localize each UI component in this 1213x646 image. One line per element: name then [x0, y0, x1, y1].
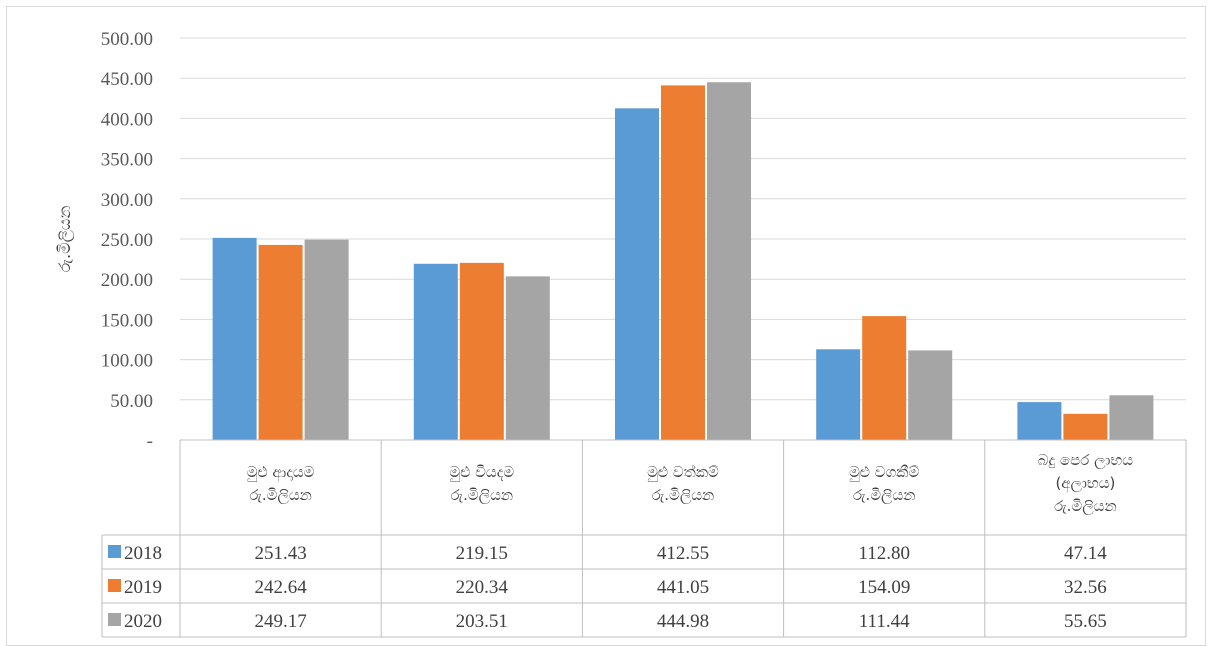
data-label-2018-cat-4: 47.14	[1064, 543, 1107, 564]
data-label-2020-cat-2: 444.98	[657, 611, 709, 632]
legend-key-2018	[108, 545, 121, 558]
data-label-2020-cat-4: 55.65	[1064, 611, 1107, 632]
category-label-4-line-2: රු.මිලියන	[1054, 497, 1117, 515]
category-label-3-line-0: මුළු වගකීම්	[849, 463, 920, 482]
data-label-2019-cat-3: 154.09	[858, 577, 910, 598]
y-axis-label: රු.මිලියන	[55, 206, 75, 273]
bar-2020-cat-3	[908, 350, 953, 440]
data-label-2018-cat-2: 412.55	[657, 543, 709, 564]
data-label-2020-cat-3: 111.44	[859, 611, 910, 632]
data-label-2018-cat-0: 251.43	[254, 543, 306, 564]
series-name-2018: 2018	[124, 543, 162, 564]
data-label-2019-cat-4: 32.56	[1064, 577, 1107, 598]
category-label-4-line-1: (අලාභය)	[1055, 474, 1115, 493]
bar-2019-cat-2	[661, 85, 705, 440]
y-tick-label-5: 250.00	[101, 230, 153, 251]
data-label-2019-cat-1: 220.34	[456, 577, 509, 598]
bar-2018-cat-2	[615, 108, 659, 440]
y-tick-label-8: 400.00	[101, 109, 153, 130]
y-tick-label-1: 50.00	[110, 391, 153, 412]
y-tick-label-3: 150.00	[101, 310, 153, 331]
category-label-1-line-1: රු.මිලියන	[451, 486, 514, 504]
y-tick-label-9: 450.00	[101, 69, 153, 90]
bar-2020-cat-1	[505, 276, 550, 440]
y-tick-label-10: 500.00	[101, 29, 153, 50]
data-label-2018-cat-3: 112.80	[858, 543, 910, 564]
bar-2020-cat-4	[1109, 395, 1154, 440]
chart-frame	[6, 6, 1206, 646]
bar-2018-cat-3	[816, 349, 861, 440]
category-label-2-line-1: රු.මිලියන	[652, 486, 715, 504]
category-label-0-line-1: රු.මිලියන	[249, 486, 312, 504]
category-label-2-line-0: මුළු වත්කම්	[647, 463, 719, 482]
y-tick-label-4: 200.00	[101, 270, 153, 291]
data-label-2020-cat-1: 203.51	[456, 611, 508, 632]
category-label-1-line-0: මුළු වියදම	[449, 463, 514, 482]
y-tick-label-6: 300.00	[101, 190, 153, 211]
data-label-2019-cat-2: 441.05	[657, 577, 709, 598]
legend-key-2020	[108, 613, 121, 626]
y-tick-label-2: 100.00	[101, 351, 153, 372]
category-label-3-line-1: රු.මිලියන	[853, 486, 916, 504]
legend-key-2019	[108, 579, 121, 592]
bar-2020-cat-2	[707, 82, 751, 440]
data-label-2019-cat-0: 242.64	[254, 577, 307, 598]
category-label-0-line-0: මුළු ආදායම	[246, 463, 314, 482]
bar-2019-cat-3	[862, 316, 907, 440]
category-label-4-line-0: බදු පෙර ලාභය	[1038, 451, 1134, 469]
bar-2018-cat-1	[413, 263, 458, 440]
y-tick-label-7: 350.00	[101, 150, 153, 171]
bar-2019-cat-4	[1063, 413, 1108, 440]
y-tick-label-0: -	[147, 431, 153, 452]
series-name-2019: 2019	[124, 577, 162, 598]
bar-2020-cat-0	[304, 239, 349, 440]
data-label-2020-cat-0: 249.17	[254, 611, 306, 632]
bar-2018-cat-0	[212, 237, 257, 440]
bar-2018-cat-4	[1017, 402, 1062, 440]
series-name-2020: 2020	[124, 611, 162, 632]
data-label-2018-cat-1: 219.15	[456, 543, 508, 564]
bar-2019-cat-1	[459, 262, 504, 440]
bar-2019-cat-0	[258, 244, 303, 440]
